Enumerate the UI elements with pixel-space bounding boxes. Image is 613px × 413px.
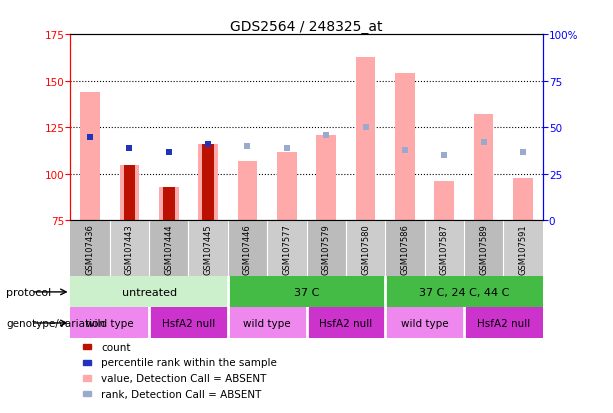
Text: HsfA2 null: HsfA2 null	[319, 318, 373, 328]
Text: wild type: wild type	[86, 318, 134, 328]
Bar	[70, 277, 228, 308]
Bar	[356, 57, 375, 221]
Text: GSM107591: GSM107591	[519, 224, 527, 274]
Text: 37 C: 37 C	[294, 287, 319, 297]
Bar	[70, 308, 149, 339]
Bar	[159, 188, 178, 221]
Text: value, Detection Call = ABSENT: value, Detection Call = ABSENT	[101, 373, 267, 383]
Text: 37 C, 24 C, 44 C: 37 C, 24 C, 44 C	[419, 287, 509, 297]
Bar	[424, 221, 464, 277]
Bar	[189, 221, 228, 277]
Bar	[464, 308, 543, 339]
Title: GDS2564 / 248325_at: GDS2564 / 248325_at	[230, 20, 383, 34]
Text: wild type: wild type	[401, 318, 448, 328]
Bar	[80, 93, 100, 221]
Bar	[306, 221, 346, 277]
Bar	[149, 308, 228, 339]
Bar	[228, 308, 306, 339]
Text: GSM107436: GSM107436	[86, 224, 94, 275]
Bar	[267, 221, 306, 277]
Bar	[435, 182, 454, 221]
Text: genotype/variation: genotype/variation	[6, 318, 105, 328]
Text: wild type: wild type	[243, 318, 291, 328]
Bar	[277, 152, 297, 221]
Bar	[385, 308, 464, 339]
Bar	[503, 221, 543, 277]
Text: rank, Detection Call = ABSENT: rank, Detection Call = ABSENT	[101, 389, 262, 399]
Bar	[149, 221, 189, 277]
Bar	[385, 221, 424, 277]
Text: GSM107587: GSM107587	[440, 224, 449, 275]
Bar	[474, 115, 493, 221]
Bar	[513, 178, 533, 221]
Text: protocol: protocol	[6, 287, 51, 297]
Text: GSM107580: GSM107580	[361, 224, 370, 274]
Bar	[464, 221, 503, 277]
Bar	[306, 308, 385, 339]
Text: GSM107589: GSM107589	[479, 224, 488, 274]
Text: GSM107579: GSM107579	[322, 224, 330, 274]
Bar	[163, 188, 175, 221]
Bar	[202, 145, 214, 221]
Bar	[346, 221, 385, 277]
Bar	[228, 221, 267, 277]
Bar	[120, 165, 139, 221]
Bar	[124, 165, 135, 221]
Bar	[110, 221, 149, 277]
Bar	[385, 277, 543, 308]
Text: GSM107443: GSM107443	[125, 224, 134, 274]
Bar	[316, 135, 336, 221]
Bar	[228, 277, 385, 308]
Bar	[70, 221, 110, 277]
Text: GSM107586: GSM107586	[400, 224, 409, 275]
Text: HsfA2 null: HsfA2 null	[476, 318, 530, 328]
Bar	[395, 74, 414, 221]
Text: GSM107444: GSM107444	[164, 224, 173, 274]
Text: untreated: untreated	[121, 287, 177, 297]
Text: HsfA2 null: HsfA2 null	[162, 318, 215, 328]
Text: count: count	[101, 342, 131, 352]
Text: GSM107577: GSM107577	[283, 224, 291, 275]
Bar	[238, 161, 257, 221]
Bar	[199, 145, 218, 221]
Text: GSM107445: GSM107445	[204, 224, 213, 274]
Text: GSM107446: GSM107446	[243, 224, 252, 274]
Text: percentile rank within the sample: percentile rank within the sample	[101, 358, 277, 368]
